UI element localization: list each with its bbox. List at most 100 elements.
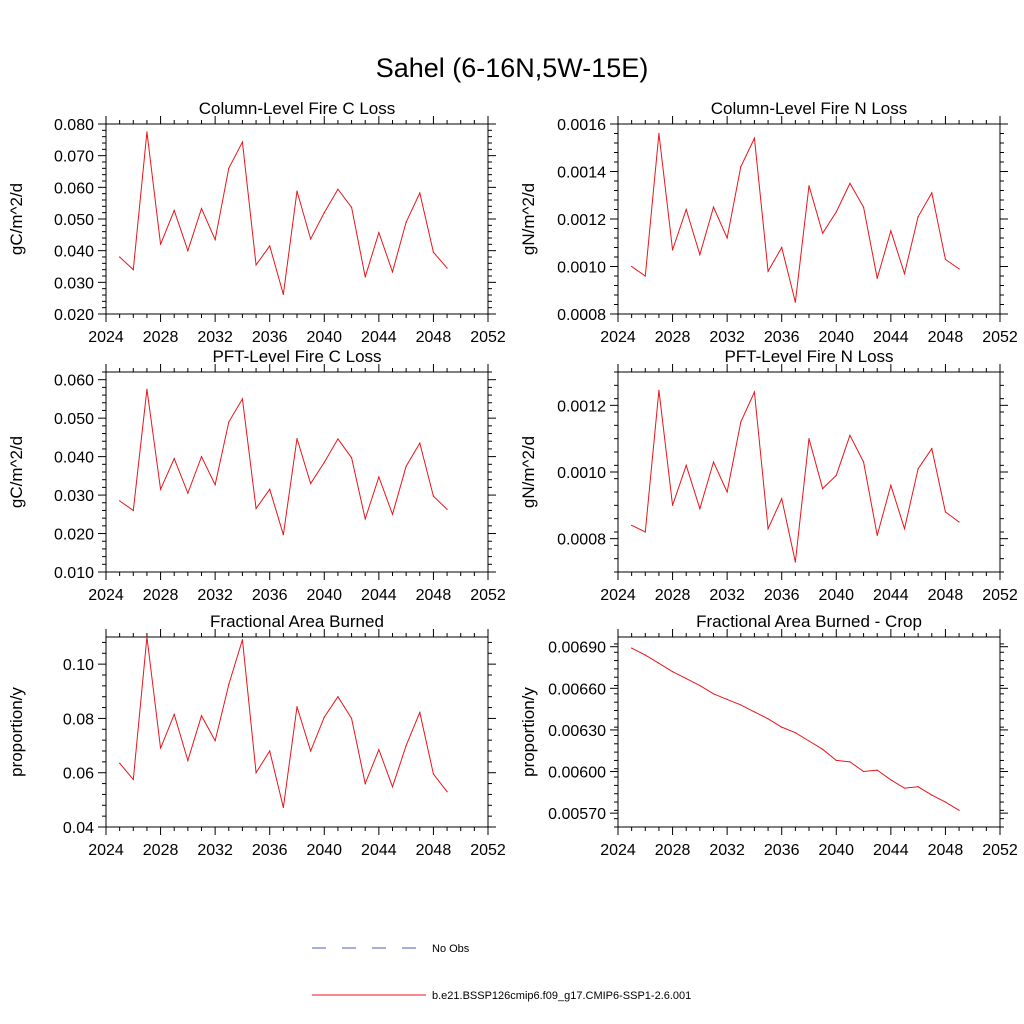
data-point — [241, 141, 244, 143]
y-axis-label: proportion/y — [519, 687, 538, 777]
data-point — [862, 206, 865, 208]
y-tick-label: 0.040 — [54, 244, 94, 261]
data-point — [671, 671, 674, 673]
data-point — [132, 778, 134, 781]
y-tick-label: 0.0012 — [557, 212, 606, 229]
panel-title: Fractional Area Burned - Crop — [696, 612, 922, 631]
y-tick-label: 0.040 — [54, 450, 94, 467]
data-point — [808, 185, 810, 187]
x-tick-label: 2040 — [306, 329, 342, 346]
data-point — [835, 211, 837, 213]
data-point — [767, 718, 769, 720]
data-point — [255, 264, 257, 266]
x-tick-label: 2044 — [873, 587, 909, 604]
x-tick-label: 2024 — [88, 587, 124, 604]
y-tick-label: 0.10 — [63, 657, 94, 674]
x-tick-label: 2040 — [306, 842, 342, 859]
data-point — [876, 534, 878, 536]
data-point — [808, 740, 810, 742]
data-point — [255, 772, 257, 774]
y-tick-label: 0.080 — [54, 117, 94, 134]
y-tick-label: 0.060 — [54, 180, 94, 197]
data-point — [378, 232, 380, 234]
data-point — [767, 528, 769, 530]
data-point — [822, 232, 824, 234]
data-point — [282, 293, 284, 295]
panel-title: PFT-Level Fire C Loss — [212, 347, 381, 366]
data-point — [822, 748, 824, 750]
x-tick-label: 2044 — [873, 329, 909, 346]
data-point — [214, 238, 216, 241]
data-point — [658, 662, 660, 664]
y-tick-label: 0.050 — [54, 212, 94, 229]
data-point — [146, 388, 148, 390]
x-tick-label: 2048 — [416, 587, 452, 604]
data-point — [917, 468, 919, 470]
data-point — [378, 749, 380, 751]
x-tick-label: 2024 — [600, 587, 636, 604]
data-point — [835, 474, 837, 476]
data-point — [228, 167, 230, 169]
y-tick-label: 0.0010 — [557, 465, 606, 482]
x-tick-label: 2036 — [764, 329, 800, 346]
data-point — [173, 209, 175, 212]
x-tick-label: 2024 — [600, 842, 636, 859]
data-point — [405, 465, 407, 467]
data-point — [699, 508, 701, 510]
y-axis-label: gC/m^2/d — [7, 436, 26, 508]
data-point — [269, 245, 271, 247]
data-point — [781, 726, 783, 728]
panel-title: Column-Level Fire N Loss — [711, 99, 908, 118]
data-point — [931, 192, 933, 194]
data-point — [378, 476, 380, 478]
data-point — [364, 782, 366, 785]
data-point — [432, 251, 435, 253]
chart-panel-1: Column-Level Fire C Loss gC/m^2/d 2024 2028… — [7, 99, 506, 346]
y-tick-label: 0.06 — [63, 766, 94, 783]
data-point — [794, 732, 796, 734]
chart-panels: Column-Level Fire C Loss gC/m^2/d 2024 2028… — [7, 99, 1018, 859]
data-point — [255, 507, 257, 510]
data-point — [419, 711, 421, 714]
data-point — [876, 769, 878, 771]
data-point — [269, 750, 271, 752]
x-tick-label: 2032 — [709, 587, 745, 604]
data-point — [187, 250, 189, 252]
x-tick-label: 2032 — [709, 329, 745, 346]
legend-item-model: b.e21.BSSP126cmip6.f09_g17.CMIP6-SSP1-2.… — [312, 990, 691, 1002]
data-point — [917, 786, 919, 788]
data-point — [699, 684, 701, 687]
data-point — [671, 504, 674, 506]
x-tick-label: 2024 — [600, 329, 636, 346]
data-point — [835, 759, 837, 762]
data-point — [323, 212, 325, 214]
y-tick-label: 0.0008 — [557, 307, 606, 324]
data-point — [699, 254, 701, 256]
data-point — [849, 434, 851, 436]
y-tick-label: 0.0014 — [557, 165, 606, 182]
x-tick-label: 2044 — [361, 842, 397, 859]
data-point — [146, 131, 148, 133]
data-point — [740, 704, 742, 706]
x-tick-label: 2028 — [143, 587, 179, 604]
y-tick-label: 0.00660 — [548, 681, 606, 698]
data-point — [173, 457, 175, 460]
data-point — [187, 492, 189, 494]
x-tick-label: 2048 — [416, 842, 452, 859]
x-tick-label: 2052 — [982, 329, 1018, 346]
data-point — [419, 442, 421, 444]
data-point — [200, 207, 203, 210]
data-point — [671, 249, 674, 251]
x-tick-label: 2036 — [764, 587, 800, 604]
data-point — [644, 654, 646, 656]
data-point — [685, 464, 687, 466]
y-axis-label: gN/m^2/d — [519, 436, 538, 508]
data-point — [958, 809, 960, 811]
data-point — [944, 511, 947, 513]
x-tick-label: 2032 — [197, 842, 233, 859]
panel-title: Column-Level Fire C Loss — [199, 99, 396, 118]
x-tick-label: 2028 — [655, 329, 691, 346]
data-point — [890, 230, 892, 232]
y-tick-label: 0.070 — [54, 149, 94, 166]
